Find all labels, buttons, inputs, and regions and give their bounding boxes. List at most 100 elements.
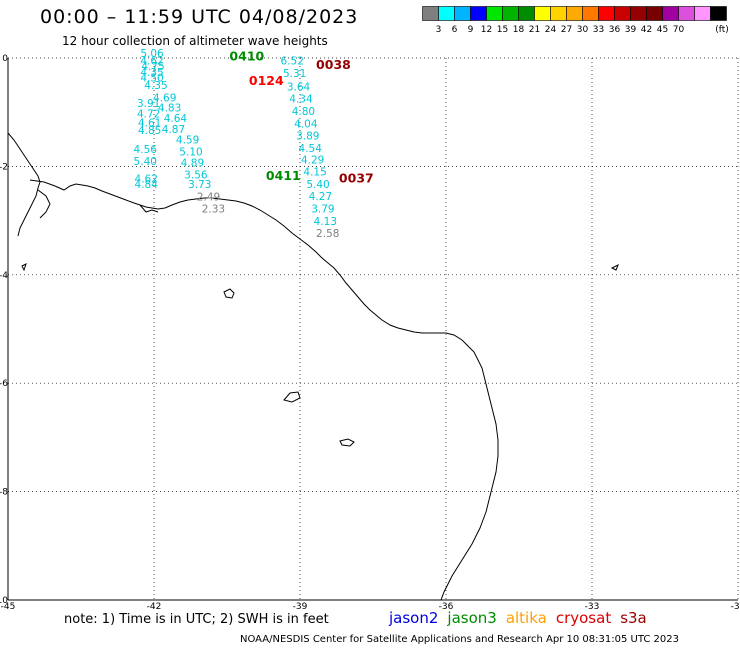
wave-height-map: 5.064.624.754.354.504.354.693.914.834.72… [0,48,740,610]
axis-ticks-layer: -45 -42 -39 -36 -33 -30 0 -2 -4 -6 -8 -10 [0,54,740,610]
legend-item-altika: altika [505,609,547,627]
colorbar-label: 30 [577,25,589,34]
colorbar-label: 15 [497,25,508,34]
latitude-tick-label: -2 [0,162,8,172]
pass-time-label: 0124 [249,73,284,88]
swh-value: 2.58 [316,228,339,240]
swh-value: 4.34 [289,93,313,105]
swh-value: 3.89 [296,130,319,142]
colorbar-label: 24 [545,25,557,34]
swh-value: 4.50 [140,72,163,84]
swh-value: 4.85 [138,125,161,137]
legend-item-jason3: jason3 [447,609,497,627]
colorbar-label: 33 [593,25,604,34]
swh-value: 3.79 [311,203,334,215]
pass-time-label: 0038 [316,57,351,72]
swh-value: 3.64 [287,82,311,94]
longitude-tick-label: -39 [293,602,308,610]
pass-time-label: 0411 [266,168,301,183]
western-coastline [7,132,56,237]
small-island-1 [223,288,235,299]
pass-times-layer: 0410 0124 0038 0411 0037 [229,49,373,186]
swh-value: 4.56 [134,144,158,156]
legend-item-cryosat: cryosat [555,609,612,627]
swh-value: 4.87 [162,124,185,136]
swh-value: 3.56 [184,169,208,181]
small-island-4 [610,263,619,271]
latitude-tick-label: 0 [2,54,8,64]
swh-value: 3.91 [137,98,160,110]
swh-value: 4.59 [176,135,199,147]
swh-value: 4.64 [164,113,188,125]
colorbar-label: 27 [561,25,572,34]
longitude-tick-label: -30 [731,602,740,610]
swh-value: 2.49 [197,192,220,204]
mainland-coastline [54,183,499,601]
colorbar-label: 36 [609,25,621,34]
swh-value: 4.35 [140,67,163,79]
swh-value: 4.89 [181,157,204,169]
swh-value: 4.54 [299,143,323,155]
pass-time-label: 0410 [229,49,264,64]
small-island-2 [283,391,301,403]
swh-value: 5.10 [179,147,202,159]
swh-value: 4.84 [135,179,159,191]
colorbar-label: 18 [513,25,525,34]
swh-value: 4.83 [158,103,181,115]
colorbar-label: 70 [673,25,685,34]
swh-value: 4.29 [301,155,324,167]
longitude-tick-label: -36 [439,602,454,610]
colorbar-label: 21 [529,25,540,34]
swh-value: 5.06 [140,48,164,60]
swh-value: 4.15 [303,167,326,179]
swh-values-layer: 5.064.624.754.354.504.354.693.914.834.72… [134,48,340,240]
colorbar-label: 9 [468,25,474,34]
bay-coastline [37,189,51,219]
colorbar-unit-label: (ft) [715,25,729,34]
units-note: note: 1) Time is in UTC; 2) SWH is in fe… [64,612,329,627]
swh-value: 5.40 [306,179,329,191]
latitude-tick-label: -4 [0,271,8,281]
legend-item-jason2: jason2 [389,609,439,627]
swh-value: 4.35 [144,80,167,92]
colorbar-label: 3 [436,25,442,34]
swh-value: 4.62 [140,56,163,68]
swh-value: 6.52 [281,56,304,68]
longitude-tick-label: -33 [585,602,600,610]
map-title: 00:00 – 11:59 UTC 04/08/2023 [40,6,359,28]
colorbar-label: 6 [452,25,458,34]
small-island-3 [339,438,355,447]
lat-lon-grid [7,57,739,601]
colorbar-swatch [710,6,727,21]
coastline-detail-1 [139,204,159,213]
small-island-5 [21,263,27,272]
color-scale-bar: 3 6 9 12 15 18 21 24 27 30 33 36 39 42 45 70 (ft) [422,6,729,34]
longitude-tick-label: -42 [147,602,162,610]
swh-value: 4.75 [141,61,164,73]
colorbar-label: 42 [641,25,652,34]
latitude-tick-label: -10 [0,596,8,606]
swh-value: 4.13 [314,216,337,228]
swh-value: 4.27 [309,191,332,203]
latitude-tick-label: -6 [0,379,8,389]
swh-value: 5.40 [134,156,157,168]
swh-value: 4.80 [292,106,315,118]
swh-value: 4.62 [135,174,158,186]
map-subtitle: 12 hour collection of altimeter wave hei… [62,34,328,48]
swh-value: 4.61 [138,117,161,129]
source-credit: NOAA/NESDIS Center for Satellite Applica… [240,634,679,645]
coastline [7,132,619,601]
colorbar-label: 39 [625,25,637,34]
swh-value: 4.72 [137,109,160,121]
swh-value: 4.69 [153,92,176,104]
swh-value: 4.04 [294,118,318,130]
colorbar-label: 45 [657,25,668,34]
legend-item-s3a: s3a [620,609,647,627]
swh-value: 3.73 [188,179,211,191]
pass-time-label: 0037 [339,171,374,186]
latitude-tick-label: -8 [0,488,8,498]
satellite-legend: jason2 jason3 altika cryosat s3a [389,609,656,627]
colorbar-label: 12 [481,25,492,34]
swh-value: 5.31 [283,68,306,80]
swh-value: 2.33 [202,203,225,215]
